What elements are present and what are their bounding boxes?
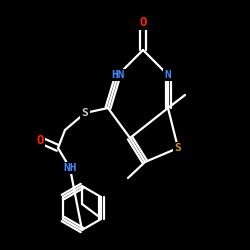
Text: N: N (164, 70, 172, 80)
Text: S: S (174, 143, 182, 153)
Text: S: S (82, 108, 88, 118)
Text: O: O (139, 16, 147, 28)
Text: O: O (36, 134, 44, 146)
Text: HN: HN (111, 70, 125, 80)
Text: NH: NH (63, 163, 77, 173)
